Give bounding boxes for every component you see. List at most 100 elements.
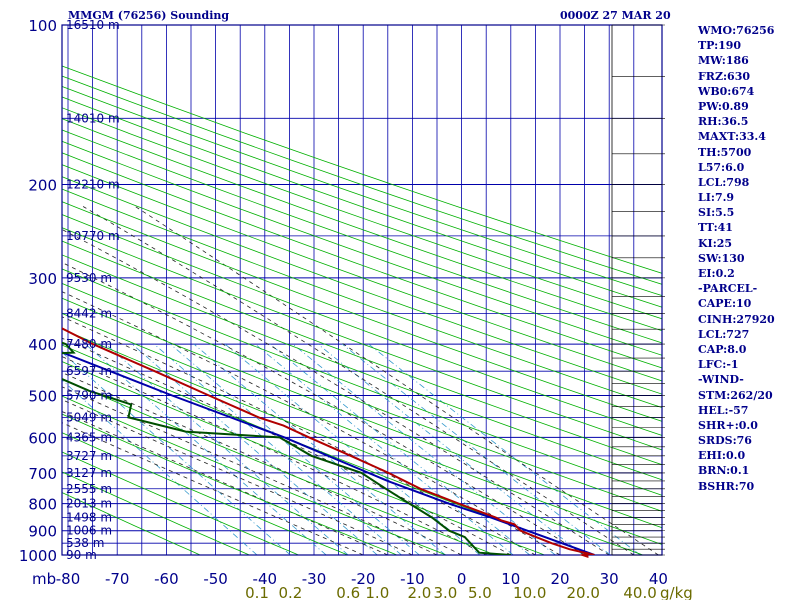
sounding-time: 0000Z 27 MAR 20 bbox=[560, 9, 671, 22]
dry-adiabat-line bbox=[62, 75, 662, 285]
mixing-ratio-label: 10.0 bbox=[513, 584, 546, 600]
mixing-ratio-line bbox=[62, 379, 258, 555]
mixing-ratio-line bbox=[193, 343, 446, 555]
dry-adiabat-line bbox=[62, 268, 662, 496]
height-label: 5790 m bbox=[66, 388, 112, 402]
index-line: LCL:727 bbox=[698, 327, 750, 341]
height-label: 14010 m bbox=[66, 111, 120, 125]
temperature-tick-label: 0 bbox=[457, 570, 467, 588]
index-line: HEL:-57 bbox=[698, 403, 749, 417]
dry-adiabat-line bbox=[62, 492, 201, 555]
pressure-tick-label: 100 bbox=[28, 17, 57, 35]
height-label: 6597 m bbox=[66, 364, 112, 378]
index-line: SRDS:76 bbox=[698, 434, 752, 448]
index-line: SHR+:0.0 bbox=[698, 418, 758, 432]
index-line: BRN:0.1 bbox=[698, 464, 750, 478]
mixing-ratio-label: 3.0 bbox=[434, 584, 458, 600]
index-line: BSHR:70 bbox=[698, 479, 755, 493]
stability-indices-panel: WMO:76256 TP:190 MW:186 FRZ:630 WB0:674 PW:0.… bbox=[698, 23, 798, 494]
pressure-tick-label: 1000 bbox=[19, 547, 57, 565]
dry-adiabat-line bbox=[62, 201, 662, 422]
index-line: TH:5700 bbox=[698, 145, 752, 159]
dry-adiabat-line bbox=[62, 254, 662, 481]
moist-adiabat-line bbox=[62, 372, 462, 555]
dry-adiabat-line bbox=[62, 65, 662, 274]
mixing-ratio-line bbox=[131, 343, 378, 555]
dry-adiabat-line bbox=[62, 227, 662, 451]
dewpoint-line bbox=[62, 341, 511, 555]
dry-adiabat-line bbox=[62, 328, 644, 555]
dry-adiabat-line bbox=[62, 471, 250, 555]
height-label: 1006 m bbox=[66, 524, 112, 538]
temperature-tick-label: -40 bbox=[253, 570, 278, 588]
height-label: 7480 m bbox=[66, 337, 112, 351]
moist-adiabat-line bbox=[62, 399, 413, 555]
index-line: FRZ:630 bbox=[698, 69, 751, 83]
mixing-ratio-label: 2.0 bbox=[407, 584, 431, 600]
dry-adiabat-line bbox=[62, 451, 299, 555]
wind-barbs bbox=[611, 24, 665, 556]
plot-frame bbox=[61, 24, 663, 556]
dry-adiabat-line bbox=[62, 107, 662, 320]
dry-adiabat-line bbox=[62, 152, 662, 369]
height-label: 3127 m bbox=[66, 466, 112, 480]
pressure-tick-label: 700 bbox=[28, 465, 57, 483]
pressure-tick-label: 200 bbox=[28, 177, 57, 195]
dry-adiabat-line bbox=[62, 140, 662, 356]
height-label: 8442 m bbox=[66, 306, 112, 320]
dry-adiabat-line bbox=[62, 176, 662, 395]
index-line: CINH:27920 bbox=[698, 312, 775, 326]
mixing-ratio-unit: g/kg bbox=[660, 584, 693, 600]
height-label: 9530 m bbox=[66, 271, 112, 285]
mixing-ratio-label: 0.2 bbox=[279, 584, 303, 600]
dry-adiabat-line bbox=[62, 164, 662, 382]
pressure-tick-label: 900 bbox=[28, 523, 57, 541]
index-line: EI:0.2 bbox=[698, 267, 735, 280]
dry-adiabat-line bbox=[62, 432, 348, 555]
height-label: 10770 m bbox=[66, 229, 120, 243]
dry-adiabat-line bbox=[62, 312, 662, 545]
pressure-axis-label: mb bbox=[32, 570, 56, 588]
index-line: EHI:0.0 bbox=[698, 449, 746, 463]
mixing-ratio-line bbox=[254, 343, 514, 555]
mixing-ratio-label: 1.0 bbox=[365, 584, 389, 600]
chart-title: MMGM (76256) Sounding bbox=[68, 9, 230, 22]
dry-adiabat-line bbox=[62, 240, 662, 466]
temperature-tick-label: -50 bbox=[203, 570, 228, 588]
index-line: L57:6.0 bbox=[698, 160, 745, 174]
index-line: CAP:8.0 bbox=[698, 342, 747, 356]
pressure-tick-label: 800 bbox=[28, 496, 57, 514]
mixing-ratio-line bbox=[224, 343, 481, 555]
pressure-tick-label: 400 bbox=[28, 336, 57, 354]
mixing-ratio-line bbox=[269, 343, 531, 555]
mixing-ratio-label: 5.0 bbox=[468, 584, 492, 600]
index-line: CAPE:10 bbox=[698, 297, 752, 311]
dry-adiabat-line bbox=[62, 361, 545, 555]
temperature-tick-label: 30 bbox=[600, 570, 619, 588]
dry-adiabat-line bbox=[62, 85, 662, 297]
height-label: 5049 m bbox=[66, 410, 112, 424]
index-line: WMO:76256 bbox=[698, 24, 775, 37]
sounding-profiles bbox=[62, 327, 595, 555]
index-line: WB0:674 bbox=[698, 84, 755, 98]
height-label: 2555 m bbox=[66, 482, 112, 496]
moist-adiabat-line bbox=[82, 206, 635, 555]
height-label: 3727 m bbox=[66, 449, 112, 463]
dry-adiabat-line bbox=[62, 96, 662, 308]
dry-adiabat-line bbox=[62, 188, 662, 409]
index-line: STM:262/20 bbox=[698, 388, 773, 402]
mixing-ratio-label: 20.0 bbox=[567, 584, 600, 600]
temperature-tick-label: -10 bbox=[400, 570, 425, 588]
height-label: 90 m bbox=[66, 548, 97, 562]
index-line: MAXT:33.4 bbox=[698, 130, 766, 144]
pressure-tick-label: 600 bbox=[28, 429, 57, 447]
dry-adiabat-line bbox=[62, 413, 398, 555]
height-label: 538 m bbox=[66, 536, 104, 550]
index-line: RH:36.5 bbox=[698, 115, 749, 129]
temperature-tick-label: -30 bbox=[302, 570, 327, 588]
index-line: LI:7.9 bbox=[698, 191, 735, 205]
temperature-tick-label: -80 bbox=[56, 570, 81, 588]
mixing-ratio-line bbox=[170, 343, 420, 555]
